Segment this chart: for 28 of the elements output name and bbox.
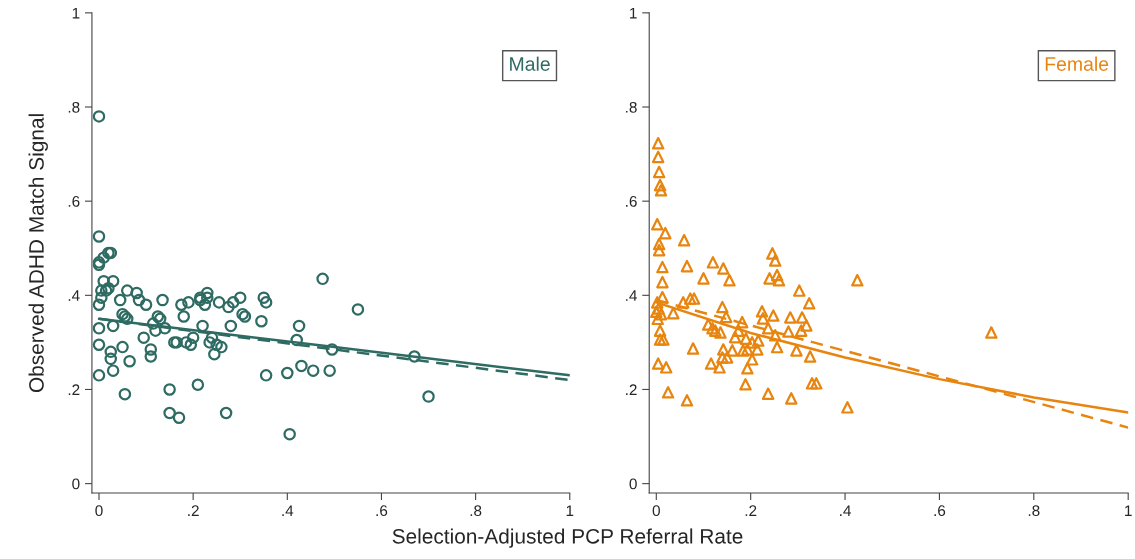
x-tick-label: 1	[566, 505, 574, 516]
x-tick-label: .4	[282, 505, 294, 516]
x-tick-label: 0	[95, 505, 103, 517]
x-tick-label: .2	[188, 505, 199, 516]
x-tick-label: .8	[470, 505, 482, 517]
x-tick-label: 1	[1125, 505, 1132, 516]
y-tick-label: 0	[629, 478, 637, 490]
x-tick-label: .8	[1028, 505, 1040, 517]
y-tick-label: .2	[626, 384, 637, 396]
x-tick-label: .6	[934, 505, 946, 517]
y-tick-label: .8	[68, 101, 80, 113]
y-axis-title: Observed ADHD Match Signal	[28, 114, 48, 393]
y-tick-label: 1	[630, 7, 637, 19]
y-tick-label: .6	[68, 196, 80, 207]
x-tick-label: .6	[376, 505, 388, 517]
y-tick-label: .8	[626, 101, 637, 113]
x-axis-title: Selection-Adjusted PCP Referral Rate	[392, 528, 743, 548]
text: Male	[510, 56, 550, 71]
y-tick-label: 0	[72, 478, 80, 490]
y-tick-label: .2	[68, 384, 80, 396]
y-tick-label: 1	[72, 7, 80, 19]
x-tick-label: .4	[840, 505, 851, 516]
y-tick-label: .4	[68, 290, 80, 301]
text: Female	[1045, 56, 1109, 71]
y-tick-label: .4	[626, 290, 637, 301]
y-tick-label: .6	[626, 196, 637, 207]
x-tick-label: 0	[652, 505, 660, 517]
x-tick-label: .2	[745, 505, 757, 516]
